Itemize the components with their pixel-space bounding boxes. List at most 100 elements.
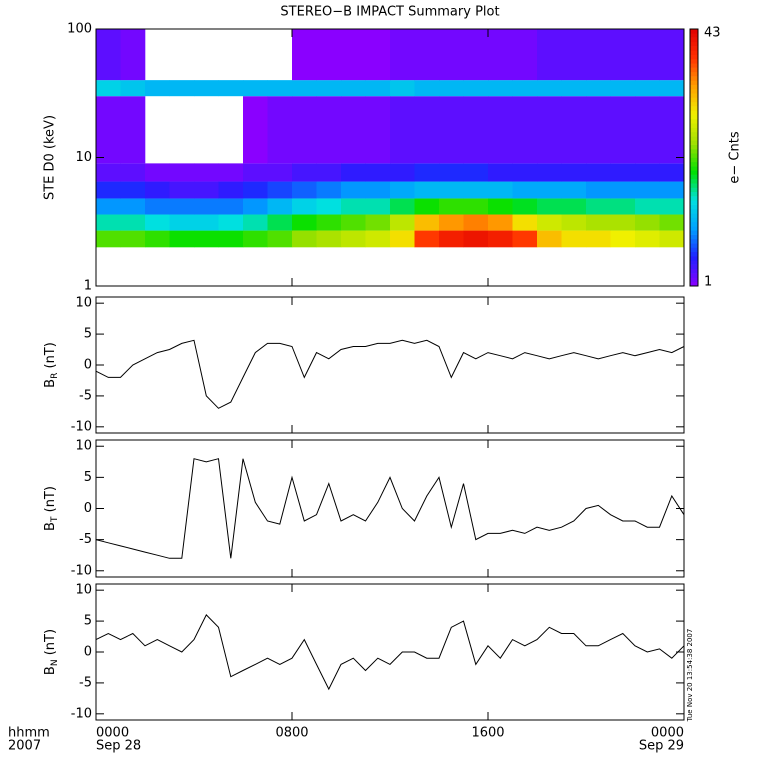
heat-cell (537, 29, 562, 81)
heat-cell (316, 214, 342, 231)
heat-cell (659, 29, 685, 81)
colorbar-strip (690, 243, 698, 248)
colorbar-strip (690, 208, 698, 214)
label-unit: (nT) (43, 342, 58, 372)
colorbar-strip (690, 200, 698, 205)
colorbar-strip (690, 136, 698, 141)
heat-cell (341, 198, 366, 215)
heat-cell (414, 80, 440, 97)
heat-cell (610, 214, 636, 231)
heat-cell (635, 198, 660, 215)
heat-cell (512, 214, 538, 231)
heat-cell (292, 80, 317, 97)
colorbar-strip (690, 58, 698, 64)
heat-cell (414, 230, 440, 248)
colorbar-strip (690, 226, 698, 231)
colorbar-strip (690, 63, 698, 68)
heat-cell (414, 181, 440, 199)
colorbar-strip (690, 88, 698, 94)
colorbar-strip (690, 84, 698, 90)
heat-cell (537, 230, 562, 248)
heat-cell (610, 181, 636, 199)
colorbar-strip (690, 170, 698, 175)
colorbar-strip (690, 76, 698, 81)
heat-cell (659, 214, 685, 231)
x-row-label: 2007 (8, 739, 41, 754)
heat-cell (586, 29, 611, 81)
heat-cell (267, 80, 293, 97)
colorbar-strip (690, 110, 698, 115)
heat-cell (537, 96, 562, 164)
heat-cell (267, 181, 293, 199)
heat-cell (120, 214, 146, 231)
heat-cell (561, 29, 587, 81)
heat-cell (414, 163, 440, 182)
heat-cell (488, 198, 513, 215)
heat-cell (439, 198, 464, 215)
heat-cell (145, 80, 170, 97)
heat-cell (488, 96, 513, 164)
heat-cell (537, 198, 562, 215)
heat-cell (512, 96, 538, 164)
field-line (95, 339, 685, 409)
field-line (95, 614, 685, 691)
heat-cell (267, 163, 293, 182)
heat-cell (463, 181, 489, 199)
heat-cell (635, 80, 660, 97)
colorbar-strip (690, 144, 698, 150)
heat-cell (561, 198, 587, 215)
heat-cell (218, 163, 244, 182)
heat-cell (365, 214, 391, 231)
heat-cell (96, 29, 121, 81)
y-tick-label: 5 (84, 614, 92, 629)
heat-cell (341, 214, 366, 231)
heat-cell (512, 230, 538, 248)
heat-cell (463, 29, 489, 81)
colorbar-strip (690, 264, 698, 270)
colorbar-strip (690, 127, 698, 133)
heat-cell (512, 181, 538, 199)
heat-cell (365, 29, 391, 81)
heat-cell (488, 181, 513, 199)
heat-cell (635, 181, 660, 199)
heat-cell (292, 198, 317, 215)
heat-cell (390, 214, 415, 231)
x-row-label: hhmm (8, 726, 50, 741)
heat-cell (537, 181, 562, 199)
heat-cell (512, 198, 538, 215)
timestamp: Tue Nov 20 13:54:38 2007 (686, 629, 694, 723)
heat-cell (610, 29, 636, 81)
heat-cell (390, 230, 415, 248)
heat-cell (561, 230, 587, 248)
heat-cell (341, 181, 366, 199)
heat-cell (267, 214, 293, 231)
heat-cell (414, 29, 440, 81)
heat-cell (488, 29, 513, 81)
heat-cell (316, 198, 342, 215)
heat-cell (292, 163, 317, 182)
heat-cell (586, 80, 611, 97)
label-base: B (43, 666, 58, 675)
heat-cell (414, 214, 440, 231)
colorbar-strip (690, 161, 698, 167)
heat-cell (120, 96, 146, 164)
colorbar-strip (690, 273, 698, 278)
heat-cell (365, 80, 391, 97)
heat-cell (561, 96, 587, 164)
heat-cell (635, 230, 660, 248)
heat-cell (96, 163, 121, 182)
heat-cell (194, 198, 219, 215)
colorbar-strip (690, 33, 698, 38)
heat-cell (194, 163, 219, 182)
heat-cell (635, 29, 660, 81)
heat-cell (659, 96, 685, 164)
heat-cell (586, 163, 611, 182)
heat-cell (169, 163, 195, 182)
heat-cell (267, 198, 293, 215)
colorbar-strip (690, 71, 698, 77)
x-tick-label: 0800 (275, 726, 308, 741)
heat-cell (635, 214, 660, 231)
heat-cell (414, 198, 440, 215)
heat-cell (390, 181, 415, 199)
heat-cell (194, 80, 219, 97)
